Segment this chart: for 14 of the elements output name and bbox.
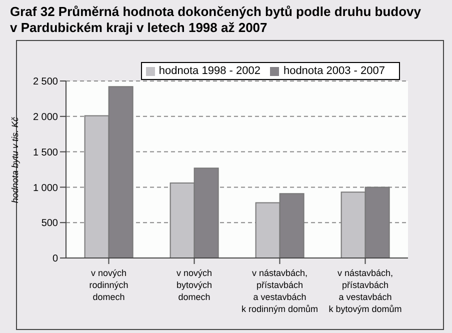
y-tick-label: 500 <box>41 218 58 230</box>
y-tick-label: 0 <box>52 254 58 265</box>
chart-title: Graf 32 Průměrná hodnota dokončených bytů podle druhu budovy v Pardubickém kraji v letech 1998 až 2007 <box>10 4 421 36</box>
y-tick-label: 2 000 <box>32 112 58 123</box>
y-axis-title: hodnota bytu v tis. Kč <box>10 116 20 204</box>
x-tick-label: v nástavbách, přístavbách a vestavbách k bytovým domům <box>328 268 402 314</box>
legend-label: hodnota 2003 - 2007 <box>283 65 385 77</box>
y-tick-label: 1 000 <box>32 182 58 194</box>
x-tick-label: v nových rodinných domech <box>89 268 128 302</box>
y-tick-label: 2 500 <box>32 76 58 88</box>
x-tick-label: v nových bytových domech <box>176 268 212 302</box>
y-tick-label: 1 500 <box>32 147 58 158</box>
legend-label: hodnota 1998 - 2002 <box>158 65 260 77</box>
x-tick-label: v nástavbách, přístavbách a vestavbách k rodinným domům <box>241 268 318 314</box>
